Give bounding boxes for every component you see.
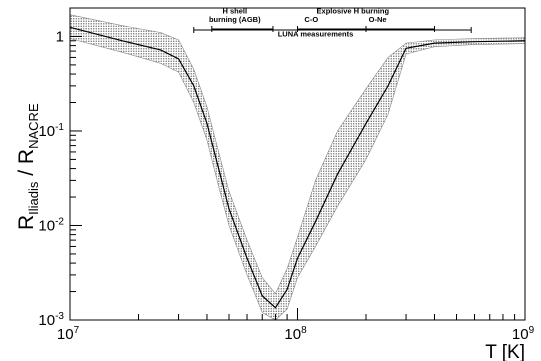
annotation-label: LUNA measurements — [278, 29, 354, 38]
y-tick-label: 1 — [56, 28, 64, 45]
annotation-label: C-O — [304, 15, 318, 24]
x-tick-label: 107 — [57, 325, 80, 343]
annotation-label: burning (AGB) — [209, 15, 261, 24]
x-tick-label: 109 — [512, 325, 535, 343]
annotation-label: Explosive H burning — [317, 6, 390, 15]
ratio-line — [69, 26, 526, 309]
y-axis-title: RIliadis / RNACRE — [15, 103, 41, 230]
y-tick-label: 10-2 — [38, 216, 64, 234]
y-tick-label: 10-3 — [38, 311, 64, 329]
annotation-label: H shell — [222, 6, 247, 15]
y-tick-label: 10-1 — [38, 122, 64, 140]
x-axis-title: T [K] — [485, 342, 525, 361]
uncertainty-band — [69, 14, 526, 321]
annotation-label: O-Ne — [369, 15, 387, 24]
x-tick-label: 108 — [284, 325, 307, 343]
